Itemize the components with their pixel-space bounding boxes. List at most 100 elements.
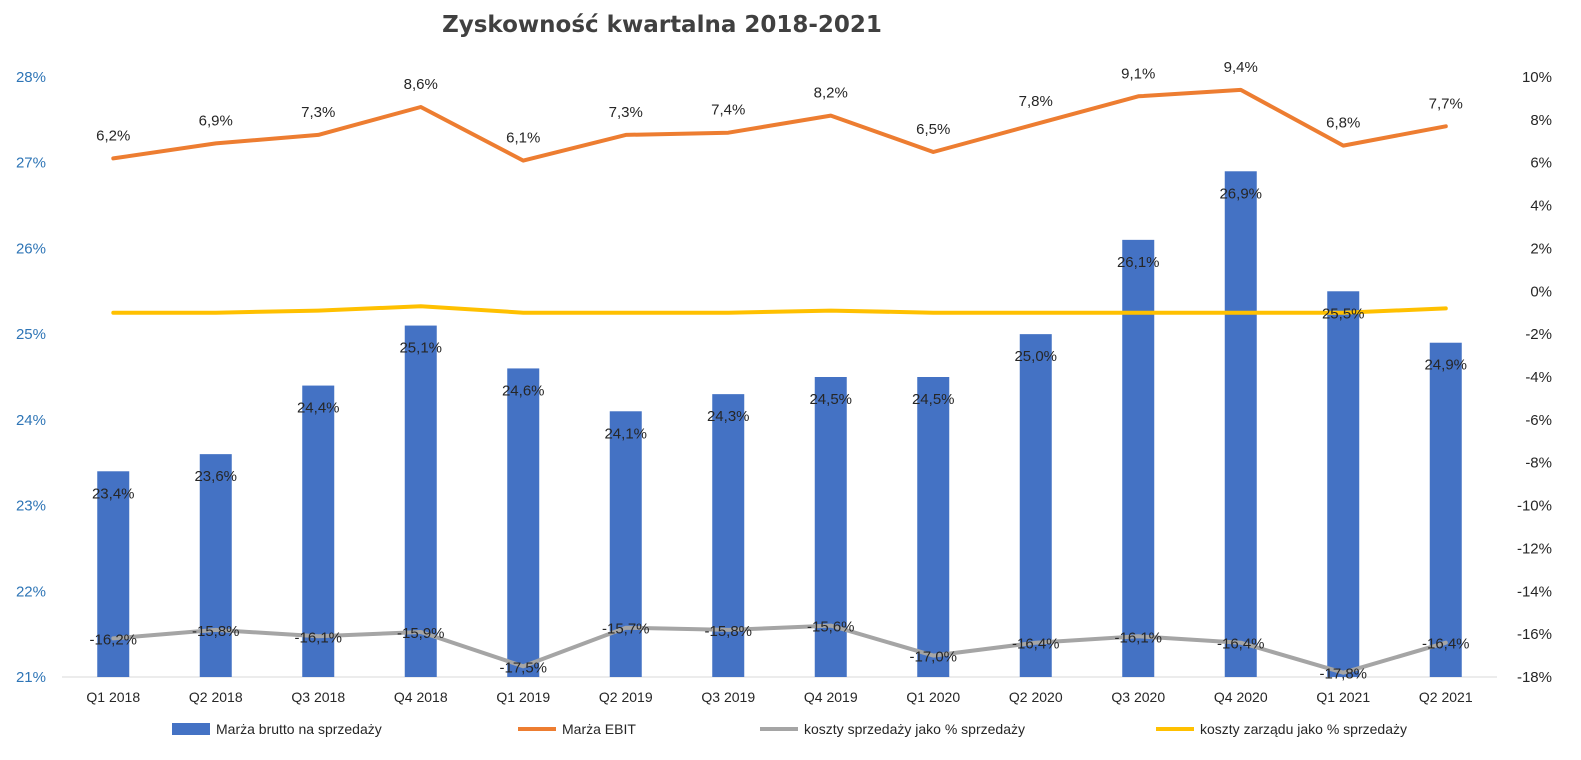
line-data-label: -17,0% [909, 649, 957, 666]
bar-marza-brutto [1122, 239, 1155, 677]
x-axis-tick-label: Q1 2021 [1316, 689, 1370, 705]
right-axis-tick-label: -8% [1525, 455, 1552, 472]
legend-label: koszty zarządu jako % sprzedaży [1200, 721, 1407, 737]
legend: Marża brutto na sprzedaży Marża EBIT koszt… [172, 721, 1407, 737]
right-axis-tick-label: 2% [1530, 240, 1552, 257]
bar-data-label: 25,1% [399, 340, 442, 357]
line-data-label: 8,2% [814, 85, 848, 102]
data-labels: 23,4% 23,6% 24,4% 25,1% 24,6% 24,1% 24,3% 24,5%… [89, 59, 1469, 683]
x-axis-tick-label: Q1 2018 [86, 689, 140, 705]
right-axis: -18% -16% -14% -12% -10% -8% -6% -4% -2% 0% 2% 4% 6%… [1517, 69, 1552, 686]
line-data-label: 6,9% [199, 112, 233, 129]
line-data-label: 9,4% [1224, 59, 1258, 76]
bar-data-label: 25,0% [1014, 348, 1057, 365]
x-axis-tick-label: Q4 2020 [1214, 689, 1268, 705]
line-data-label: -16,1% [294, 629, 342, 646]
line-data-label: -16,2% [89, 631, 137, 648]
line-data-label: 6,5% [916, 121, 950, 138]
line-data-label: 7,4% [711, 102, 745, 119]
x-axis-tick-label: Q3 2018 [291, 689, 345, 705]
bar-data-label: 23,4% [92, 485, 135, 502]
line-data-label: 8,6% [404, 76, 438, 93]
right-axis-tick-label: -2% [1525, 326, 1552, 343]
bar-data-label: 26,1% [1117, 254, 1160, 271]
bar-marza-brutto [1019, 334, 1052, 677]
left-axis-tick-label: 21% [16, 669, 46, 686]
line-data-label: -15,9% [397, 625, 445, 642]
bar-data-label: 24,9% [1424, 357, 1467, 374]
line-data-label: 7,7% [1429, 95, 1463, 112]
left-axis-tick-label: 22% [16, 583, 46, 600]
right-axis-tick-label: -10% [1517, 498, 1552, 515]
x-axis-tick-label: Q2 2018 [189, 689, 243, 705]
right-axis-tick-label: -6% [1525, 412, 1552, 429]
line-data-label: 7,8% [1019, 93, 1053, 110]
bar-marza-brutto [302, 385, 335, 677]
bar-marza-brutto [1327, 291, 1360, 677]
left-axis: 21% 22% 23% 24% 25% 26% 27% 28% [16, 69, 46, 686]
line-data-label: -16,4% [1422, 636, 1470, 653]
left-axis-tick-label: 23% [16, 498, 46, 515]
line-data-label: 7,3% [301, 104, 335, 121]
bar-data-label: 24,5% [912, 391, 955, 408]
left-axis-tick-label: 27% [16, 155, 46, 172]
x-axis-tick-label: Q4 2018 [394, 689, 448, 705]
right-axis-tick-label: 4% [1530, 198, 1552, 215]
line-data-label: -15,8% [704, 623, 752, 640]
x-axis-tick-label: Q2 2020 [1009, 689, 1063, 705]
x-axis: Q1 2018 Q2 2018 Q3 2018 Q4 2018 Q1 2019 Q2 20… [86, 689, 1472, 705]
x-axis-tick-label: Q1 2020 [906, 689, 960, 705]
right-axis-tick-label: 10% [1522, 69, 1552, 86]
right-axis-tick-label: -18% [1517, 669, 1552, 686]
line-marza-ebit [111, 87, 1448, 163]
right-axis-tick-label: 0% [1530, 283, 1552, 300]
bar-marza-brutto [917, 377, 950, 677]
line-data-label: -15,7% [602, 621, 650, 638]
right-axis-tick-label: 6% [1530, 155, 1552, 172]
left-axis-tick-label: 24% [16, 412, 46, 429]
line-data-label: -15,6% [807, 619, 855, 636]
bar-data-label: 26,9% [1219, 185, 1262, 202]
right-axis-tick-label: -12% [1517, 540, 1552, 557]
x-axis-tick-label: Q2 2021 [1419, 689, 1473, 705]
left-axis-tick-label: 26% [16, 240, 46, 257]
bar-marza-brutto [404, 325, 437, 677]
bar-marza-brutto [199, 454, 232, 677]
bar-data-label: 23,6% [194, 468, 237, 485]
bar-data-label: 24,3% [707, 408, 750, 425]
bar-series [97, 171, 1462, 678]
bar-marza-brutto [1224, 171, 1257, 678]
legend-label: Marża EBIT [562, 721, 636, 737]
line-data-label: 7,3% [609, 104, 643, 121]
x-axis-tick-label: Q1 2019 [496, 689, 550, 705]
legend-swatch [172, 723, 210, 735]
right-axis-tick-label: -16% [1517, 626, 1552, 643]
bar-data-label: 24,4% [297, 400, 340, 417]
x-axis-tick-label: Q3 2019 [701, 689, 755, 705]
line-data-label: -16,4% [1217, 636, 1265, 653]
right-axis-tick-label: -4% [1525, 369, 1552, 386]
line-data-label: -16,4% [1012, 636, 1060, 653]
x-axis-tick-label: Q2 2019 [599, 689, 653, 705]
legend-label: Marża brutto na sprzedaży [216, 721, 382, 737]
line-data-label: 6,1% [506, 130, 540, 147]
chart-title: Zyskowność kwartalna 2018-2021 [442, 12, 882, 38]
bar-marza-brutto [507, 368, 540, 677]
line-data-label: -17,5% [499, 659, 547, 676]
line-data-label: 6,2% [96, 127, 130, 144]
line-data-label: -16,1% [1114, 629, 1162, 646]
line-koszty-sprzedazy [111, 623, 1448, 675]
right-axis-tick-label: 8% [1530, 112, 1552, 129]
left-axis-tick-label: 25% [16, 326, 46, 343]
x-axis-tick-label: Q4 2019 [804, 689, 858, 705]
x-axis-tick-label: Q3 2020 [1111, 689, 1165, 705]
line-data-label: -15,8% [192, 623, 240, 640]
left-axis-tick-label: 28% [16, 69, 46, 86]
legend-label: koszty sprzedaży jako % sprzedaży [804, 721, 1025, 737]
bar-data-label: 24,6% [502, 382, 545, 399]
bar-data-label: 24,1% [604, 425, 647, 442]
line-data-label: 9,1% [1121, 65, 1155, 82]
bar-data-label: 25,5% [1322, 305, 1365, 322]
bar-marza-brutto [97, 471, 130, 677]
